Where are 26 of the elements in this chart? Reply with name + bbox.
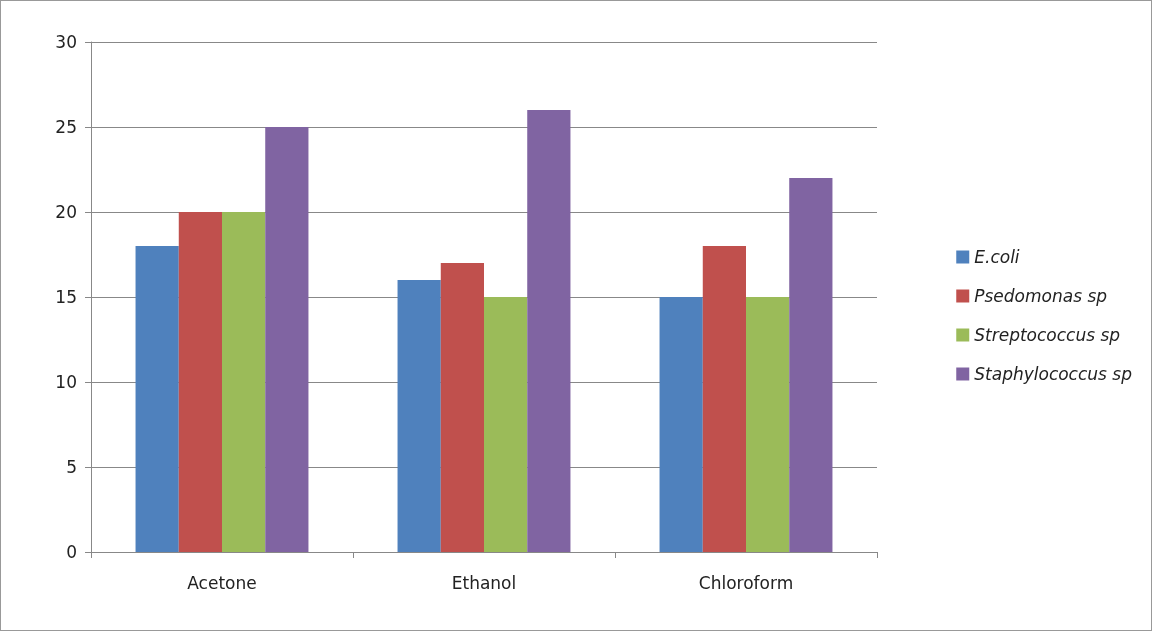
y-tick-label: 5 <box>66 457 77 477</box>
x-tick-label: Ethanol <box>451 572 517 593</box>
bar <box>527 110 571 552</box>
bar <box>659 297 703 552</box>
y-tick-label: 10 <box>55 372 77 392</box>
y-tick-label: 30 <box>55 32 77 52</box>
legend-label: Streptococcus sp <box>974 325 1121 345</box>
bar <box>178 212 222 552</box>
bar <box>265 127 309 552</box>
y-tick-label: 25 <box>55 117 77 137</box>
bar <box>789 178 833 552</box>
bar <box>440 263 484 552</box>
bar <box>135 246 179 552</box>
legend-label: E.coli <box>974 247 1020 267</box>
x-tick-label: Chloroform <box>698 572 794 593</box>
y-tick-label: 0 <box>66 542 77 562</box>
bar <box>702 246 746 552</box>
bar <box>397 280 441 552</box>
bar <box>222 212 266 552</box>
y-tick-label: 15 <box>55 287 77 307</box>
bar <box>484 297 528 552</box>
x-tick-label: Acetone <box>187 572 257 593</box>
y-tick-label: 20 <box>55 202 77 222</box>
legend-label: Staphylococcus sp <box>974 364 1133 384</box>
legend-label: Psedomonas sp <box>974 286 1108 306</box>
bar <box>746 297 790 552</box>
